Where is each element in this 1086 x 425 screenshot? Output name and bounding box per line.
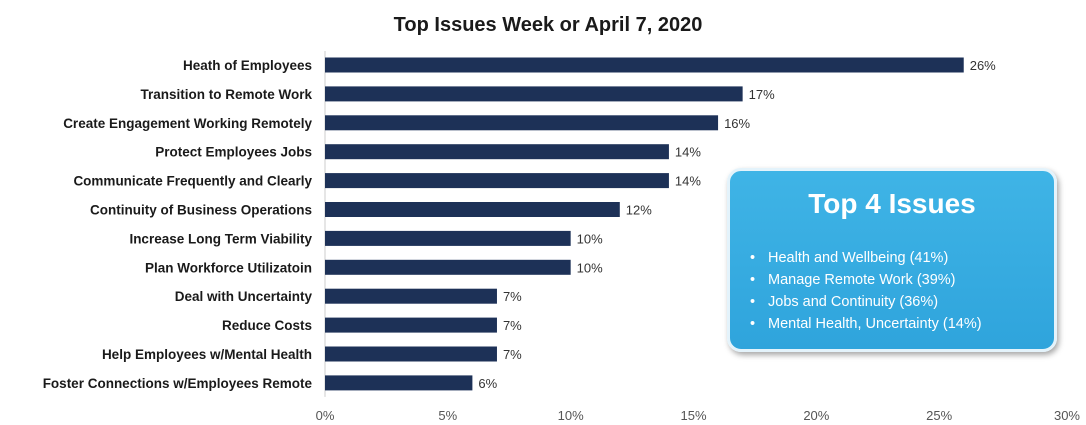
value-label: 7%	[503, 318, 522, 333]
bullet-icon: •	[750, 294, 756, 310]
bullet-icon: •	[750, 316, 756, 332]
category-label: Reduce Costs	[222, 318, 312, 333]
callout-item-text: Jobs and Continuity (36%)	[768, 294, 939, 310]
value-label: 10%	[577, 231, 603, 246]
value-labels: 26% 17% 16% 14% 14% 12% 10% 10% 7% 7% 7% 6%	[478, 58, 996, 391]
callout-item-text: Mental Health, Uncertainty (14%)	[768, 316, 982, 332]
callout-title: Top 4 Issues	[808, 188, 976, 219]
value-label: 6%	[478, 376, 497, 391]
bar	[325, 288, 497, 304]
category-label: Create Engagement Working Remotely	[63, 116, 312, 131]
value-label: 14%	[675, 174, 701, 189]
category-labels: Heath of Employees Transition to Remote W…	[43, 58, 313, 391]
category-label: Continuity of Business Operations	[90, 203, 312, 218]
callout-item: • Manage Remote Work (39%)	[750, 269, 1054, 291]
category-label: Foster Connections w/Employees Remote	[43, 376, 313, 391]
x-tick-label: 30%	[1054, 408, 1080, 423]
bar	[325, 259, 571, 275]
bar	[325, 57, 964, 73]
category-label: Heath of Employees	[183, 58, 312, 73]
value-label: 12%	[626, 203, 652, 218]
x-tick-label: 15%	[680, 408, 706, 423]
bar	[325, 144, 669, 160]
category-label: Deal with Uncertainty	[175, 289, 313, 304]
bar	[325, 86, 743, 102]
bars-layer	[325, 57, 964, 391]
bar	[325, 173, 669, 189]
bullet-icon: •	[750, 250, 756, 266]
category-label: Transition to Remote Work	[140, 87, 312, 102]
category-label: Help Employees w/Mental Health	[102, 347, 312, 362]
category-label: Increase Long Term Viability	[129, 231, 312, 246]
x-tick-label: 20%	[803, 408, 829, 423]
bullet-icon: •	[750, 272, 756, 288]
callout-item: • Mental Health, Uncertainty (14%)	[750, 313, 1054, 335]
category-label: Plan Workforce Utilizatoin	[145, 260, 312, 275]
bar	[325, 346, 497, 362]
value-label: 16%	[724, 116, 750, 131]
value-label: 10%	[577, 260, 603, 275]
bar	[325, 375, 473, 391]
top-issues-callout: Top 4 Issues • Health and Wellbeing (41%)…	[727, 168, 1057, 352]
value-label: 17%	[749, 87, 775, 102]
callout-item: • Health and Wellbeing (41%)	[750, 247, 1054, 269]
category-label: Communicate Frequently and Clearly	[73, 174, 312, 189]
bar	[325, 202, 620, 217]
value-label: 7%	[503, 289, 522, 304]
category-label: Protect Employees Jobs	[155, 145, 312, 160]
bar	[325, 230, 571, 246]
value-label: 7%	[503, 347, 522, 362]
value-label: 14%	[675, 145, 701, 160]
callout-list: • Health and Wellbeing (41%) • Manage Remo…	[730, 247, 1054, 335]
x-axis-ticks: 0% 5% 10% 15% 20% 25% 30%	[316, 408, 1081, 423]
callout-item: • Jobs and Continuity (36%)	[750, 291, 1054, 313]
x-tick-label: 10%	[558, 408, 584, 423]
x-tick-label: 25%	[926, 408, 952, 423]
value-label: 26%	[970, 58, 996, 73]
callout-item-text: Health and Wellbeing (41%)	[768, 250, 949, 266]
x-tick-label: 5%	[438, 408, 457, 423]
callout-item-text: Manage Remote Work (39%)	[768, 272, 956, 288]
chart-title: Top Issues Week or April 7, 2020	[394, 14, 703, 36]
x-tick-label: 0%	[316, 408, 335, 423]
bar	[325, 317, 497, 333]
bar	[325, 115, 719, 131]
